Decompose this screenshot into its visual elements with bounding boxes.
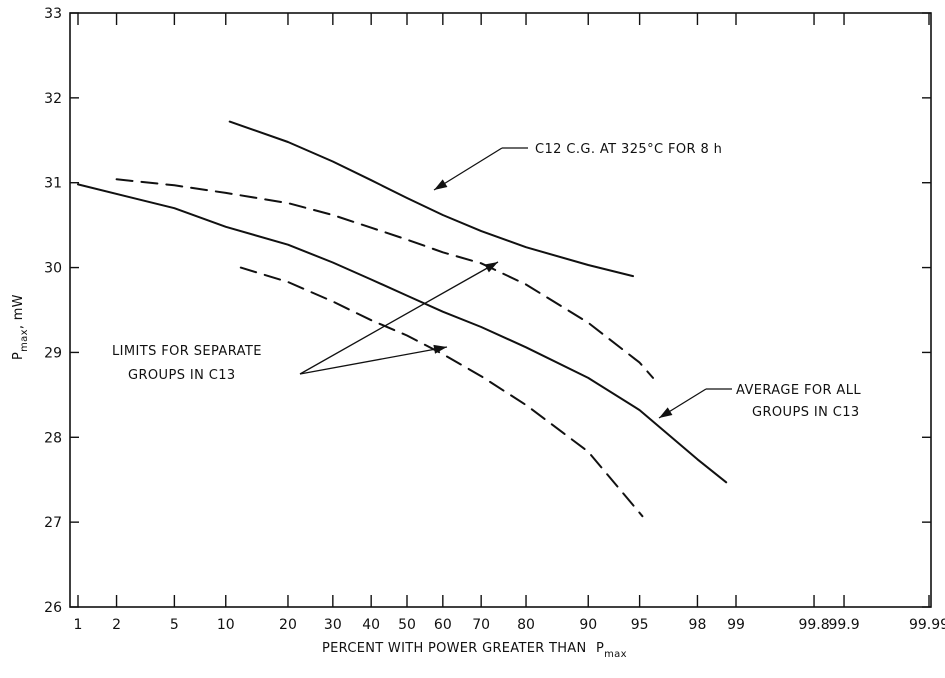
x-tick-label-1: 1: [74, 617, 83, 633]
x-tick-label-99.9: 99.9: [828, 617, 859, 633]
y-tick-label-30: 30: [44, 261, 62, 277]
annotation-c12: C12 C.G. AT 325°C FOR 8 h: [535, 142, 722, 157]
annotation-average-line1: AVERAGE FOR ALL: [736, 383, 861, 398]
x-tick-label-5: 5: [170, 617, 179, 633]
series-line-2: [115, 178, 654, 379]
x-tick-label-99.99: 99.99: [909, 617, 945, 633]
x-tick-label-2: 2: [112, 617, 121, 633]
x-tick-label-70: 70: [472, 617, 490, 633]
y-tick-label-28: 28: [44, 430, 62, 446]
annotation-average-line2: GROUPS IN C13: [752, 405, 860, 420]
limits-pointer-upper-leader: [299, 261, 499, 375]
y-tick-label-33: 33: [44, 6, 62, 22]
limits-pointer-lower-arrowhead: [433, 344, 447, 354]
limits-pointer-upper-arrowhead: [484, 262, 498, 273]
average-pointer-arrowhead: [659, 407, 673, 418]
x-tick-label-20: 20: [279, 617, 297, 633]
x-tick-label-95: 95: [631, 617, 649, 633]
x-tick-label-60: 60: [434, 617, 452, 633]
x-tick-label-80: 80: [517, 617, 535, 633]
annotation-pointers: [299, 147, 732, 419]
y-tick-label-26: 26: [44, 600, 62, 616]
x-tick-label-50: 50: [398, 617, 416, 633]
x-tick-label-40: 40: [362, 617, 380, 633]
x-tick-label-99: 99: [727, 617, 745, 633]
annotation-limits-line1: LIMITS FOR SEPARATE: [112, 344, 262, 359]
x-tick-label-30: 30: [324, 617, 342, 633]
x-axis-title: PERCENT WITH POWER GREATER THAN Pmax: [322, 641, 627, 660]
x-tick-label-98: 98: [689, 617, 707, 633]
c12-pointer-leader: [433, 147, 503, 191]
plot-frame: [69, 12, 932, 608]
y-tick-label-29: 29: [44, 345, 62, 361]
x-axis: 1 2 5 10 20 30 40 50 60 70 80 90 95 98 99 99.899.9 99.99: [74, 13, 945, 633]
y-axis: 26 27 28 29 30 31 32 33: [44, 6, 931, 616]
plot-border: [69, 12, 932, 608]
x-tick-label-10: 10: [217, 617, 235, 633]
y-tick-label-32: 32: [44, 91, 62, 107]
series-line-0: [228, 120, 634, 278]
y-tick-label-27: 27: [44, 515, 62, 531]
series-line-3: [239, 266, 644, 518]
annotation-limits-line2: GROUPS IN C13: [128, 368, 236, 383]
y-axis-title: Pmax, mW: [11, 294, 30, 360]
c12-pointer-arrowhead: [434, 179, 448, 190]
x-tick-label-90: 90: [579, 617, 597, 633]
y-tick-label-31: 31: [44, 176, 62, 192]
limits-pointer-lower-leader: [299, 346, 448, 375]
x-tick-label-99.8: 99.8: [798, 617, 829, 633]
